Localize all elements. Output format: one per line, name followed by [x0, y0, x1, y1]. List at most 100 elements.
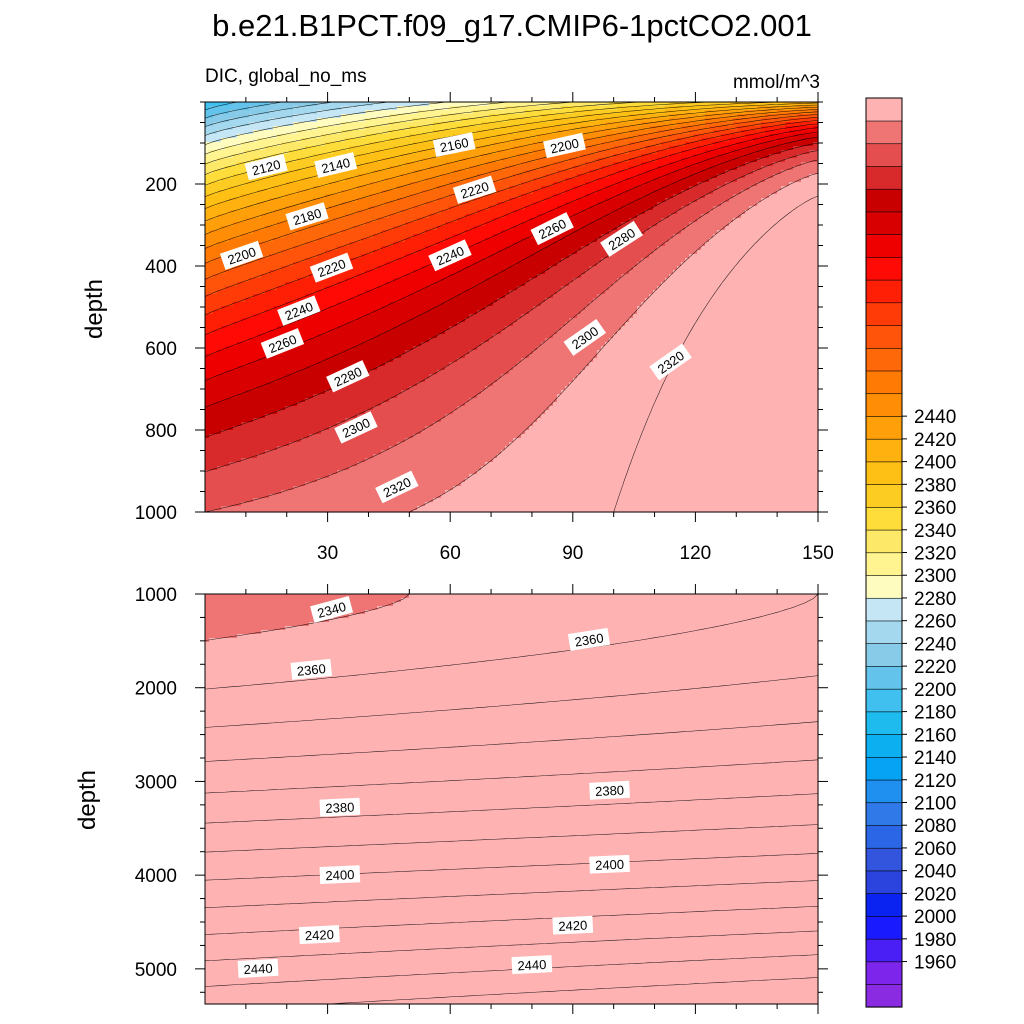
lower-y-axis-label: depth: [74, 770, 101, 830]
colorbar-label: 2180: [914, 703, 956, 724]
colorbar-swatch: [866, 802, 902, 825]
colorbar-swatch: [866, 371, 902, 394]
colorbar-label: 2380: [914, 475, 956, 496]
colorbar-swatch: [866, 143, 902, 166]
colorbar-swatch: [866, 189, 902, 212]
upper-panel-title: DIC, global_no_ms: [205, 66, 367, 87]
x-tick-label: 120: [680, 543, 712, 564]
contour-label-5: 2400: [320, 865, 361, 884]
x-tick-label: 60: [440, 543, 461, 564]
contour-label-4: 2380: [589, 781, 630, 800]
contour-label-10: 2440: [511, 955, 552, 974]
colorbar-label: 2140: [914, 748, 956, 769]
y-tick-label: 200: [145, 175, 177, 196]
x-tick-label: 90: [562, 543, 583, 564]
y-tick-label: 2000: [135, 679, 177, 700]
colorbar-swatch: [866, 643, 902, 666]
colorbar-label: 2060: [914, 839, 956, 860]
lower-panel: depth 2340236023602380238024002400242024…: [74, 584, 828, 1014]
colorbar-swatch: [866, 598, 902, 621]
contour-label-text: 2420: [558, 918, 588, 934]
colorbar-swatch: [866, 939, 902, 962]
colorbar-label: 2020: [914, 884, 956, 905]
y-tick-label: 800: [145, 421, 177, 442]
contour-label-3: 2380: [319, 798, 360, 817]
y-tick-label: 4000: [135, 866, 177, 887]
colorbar-swatch: [866, 212, 902, 235]
colorbar-swatch: [866, 280, 902, 303]
colorbar-label: 2040: [914, 862, 956, 883]
contour-label-text: 2400: [595, 857, 625, 873]
contour-label-6: 2400: [589, 855, 630, 874]
colorbar-swatch: [866, 234, 902, 257]
colorbar-label: 2000: [914, 907, 956, 928]
colorbar-label: 2300: [914, 566, 956, 587]
colorbar-swatch: [866, 303, 902, 326]
colorbar-swatch: [866, 666, 902, 689]
colorbar-label: 1960: [914, 953, 956, 974]
colorbar-label: 2320: [914, 544, 956, 565]
colorbar-swatch: [866, 166, 902, 189]
contour-label-8: 2420: [552, 916, 593, 935]
y-tick-label: 1000: [135, 503, 177, 524]
contour-label-text: 2420: [305, 927, 335, 943]
figure-title: b.e21.B1PCT.f09_g17.CMIP6-1pctCO2.001: [212, 8, 812, 43]
y-tick-label: 600: [145, 339, 177, 360]
colorbar-swatch: [866, 757, 902, 780]
upper-panel: DIC, global_no_ms mmol/m^3 depth 2120 214…: [81, 66, 834, 564]
colorbar-swatch: [866, 348, 902, 371]
colorbar-label: 2360: [914, 498, 956, 519]
colorbar-label: 2420: [914, 430, 956, 451]
colorbar-label: 2440: [914, 407, 956, 428]
colorbar-swatch: [866, 893, 902, 916]
colorbar-swatch: [866, 416, 902, 439]
y-tick-label: 1000: [135, 585, 177, 606]
colorbar-swatch: [866, 439, 902, 462]
x-tick-label: 30: [317, 543, 338, 564]
lower-contour-field: [205, 594, 819, 1005]
contour-label-text: 2440: [243, 961, 273, 978]
colorbar-label: 2340: [914, 521, 956, 542]
colorbar-label: 2240: [914, 634, 956, 655]
colorbar-swatch: [866, 825, 902, 848]
colorbar-swatch: [866, 530, 902, 553]
colorbar-swatch: [866, 121, 902, 144]
colorbar-label: 1980: [914, 930, 956, 951]
colorbar-swatch: [866, 984, 902, 1007]
y-tick-label: 400: [145, 257, 177, 278]
colorbar-swatch: [866, 257, 902, 280]
colorbar-swatch: [866, 393, 902, 416]
colorbar-swatch: [866, 553, 902, 576]
colorbar-label: 2280: [914, 589, 956, 610]
colorbar-label: 2160: [914, 725, 956, 746]
colorbar-swatch: [866, 780, 902, 803]
colorbar-swatch: [866, 507, 902, 530]
colorbar-swatch: [866, 962, 902, 985]
colorbar-swatch: [866, 916, 902, 939]
colorbar-swatch: [866, 98, 902, 121]
colorbar-swatch: [866, 575, 902, 598]
x-tick-label: 150: [802, 543, 834, 564]
contour-label-text: 2360: [296, 661, 326, 679]
colorbar-label: 2080: [914, 816, 956, 837]
colorbar-swatch: [866, 689, 902, 712]
colorbar-swatch: [866, 871, 902, 894]
colorbar-swatch: [866, 484, 902, 507]
colorbar-label: 2220: [914, 657, 956, 678]
contour-label-text: 2380: [595, 783, 625, 799]
colorbar-swatch: [866, 462, 902, 485]
colorbar-swatch: [866, 734, 902, 757]
contour-label-text: 2400: [325, 867, 355, 883]
upper-panel-units: mmol/m^3: [733, 72, 820, 93]
upper-y-axis-label: depth: [81, 279, 108, 339]
colorbar: 1960198020002020204020602080210021202140…: [866, 98, 956, 1007]
colorbar-swatch: [866, 712, 902, 735]
figure: b.e21.B1PCT.f09_g17.CMIP6-1pctCO2.001 DI…: [0, 0, 1024, 1024]
y-tick-label: 5000: [135, 960, 177, 981]
colorbar-swatch: [866, 621, 902, 644]
colorbar-label: 2120: [914, 771, 956, 792]
contour-label-7: 2420: [299, 925, 340, 944]
contour-label-9: 2440: [238, 959, 279, 978]
colorbar-swatch: [866, 325, 902, 348]
colorbar-label: 2200: [914, 680, 956, 701]
